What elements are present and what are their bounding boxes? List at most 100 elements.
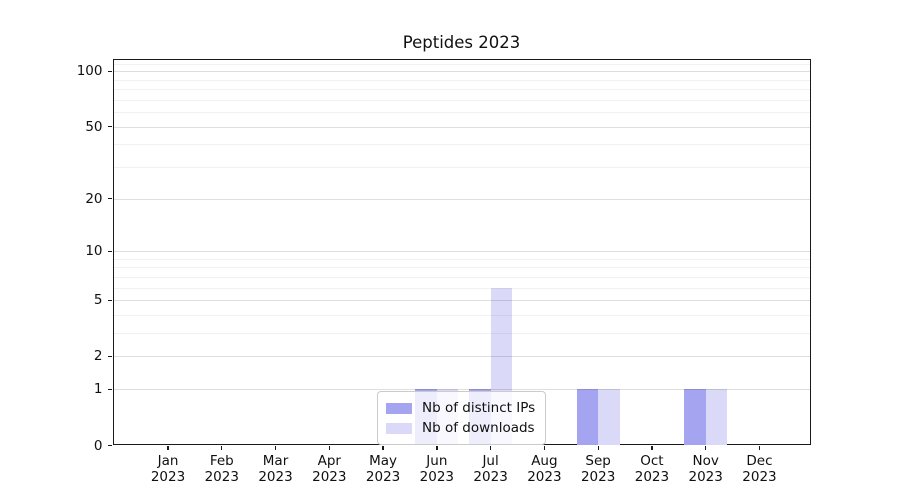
gridline-minor-8	[113, 267, 810, 269]
legend-label-downloads: Nb of downloads	[422, 420, 535, 436]
chart-title: Peptides 2023	[402, 33, 521, 52]
y-tick-mark-100	[107, 70, 112, 73]
y-tick-mark-2	[107, 355, 112, 358]
x-tick-label-jul: Jul 2023	[459, 453, 523, 486]
gridline-major-100	[113, 71, 810, 73]
x-tick-mark-may	[382, 445, 384, 450]
x-tick-year-nov: 2023	[688, 469, 723, 485]
gridline-major-50	[113, 126, 810, 128]
x-tick-mark-oct	[651, 445, 653, 450]
x-tick-month-apr: Apr	[317, 452, 341, 469]
x-tick-label-nov: Nov 2023	[674, 453, 738, 486]
gridline-minor-110	[113, 63, 810, 65]
x-tick-year-jun: 2023	[419, 469, 455, 485]
plot-area: 0 1 2 5 10 20 50 100 Jan 2023 Feb 2023 Mar 2023 Apr 202…	[77, 59, 811, 485]
x-tick-month-mar: Mar	[262, 452, 289, 469]
y-tick-label-100: 100	[76, 63, 103, 80]
x-tick-label-jan: Jan 2023	[136, 453, 200, 486]
gridline-minor-30	[113, 167, 810, 168]
y-tick-mark-5	[107, 299, 112, 301]
x-tick-label-sep: Sep 2023	[566, 453, 630, 486]
x-tick-mark-apr	[328, 445, 330, 450]
gridline-minor-3	[113, 333, 810, 335]
legend-swatch-distinct-ips-icon	[386, 402, 412, 414]
gridline-minor-60	[113, 112, 810, 114]
gridline-minor-70	[113, 99, 810, 101]
gridline-minor-40	[113, 144, 810, 146]
bar-distinct-ips-sep	[576, 389, 599, 446]
y-tick-label-10: 10	[85, 243, 103, 260]
x-tick-month-jul: Jul	[482, 452, 499, 469]
x-tick-mark-feb	[221, 445, 223, 450]
legend-item-downloads: Nb of downloads	[386, 418, 535, 438]
x-tick-month-aug: Aug	[531, 452, 558, 469]
x-tick-month-oct: Oct	[640, 452, 664, 469]
gridline-major-2	[113, 356, 810, 358]
y-tick-label-50: 50	[85, 118, 103, 135]
bar-downloads-nov	[705, 389, 728, 446]
y-tick-mark-1	[107, 388, 112, 391]
gridline-minor-7	[113, 276, 810, 278]
gridline-major-10	[113, 251, 810, 253]
legend-label-distinct-ips: Nb of distinct IPs	[422, 400, 536, 416]
x-tick-month-feb: Feb	[209, 452, 234, 469]
gridline-minor-4	[113, 314, 810, 316]
x-tick-mark-jan	[167, 445, 169, 450]
x-tick-label-oct: Oct 2023	[620, 453, 684, 486]
legend-swatch-downloads-icon	[386, 422, 412, 434]
x-tick-label-dec: Dec 2023	[727, 453, 791, 486]
x-tick-year-jan: 2023	[150, 469, 186, 485]
y-tick-label-2: 2	[93, 348, 103, 365]
y-tick-mark-0	[107, 445, 112, 447]
gridline-minor-80	[113, 89, 810, 91]
x-tick-label-apr: Apr 2023	[297, 453, 361, 486]
x-tick-month-may: May	[369, 452, 398, 469]
grid-layer	[113, 60, 810, 444]
legend-item-distinct-ips: Nb of distinct IPs	[386, 398, 535, 418]
x-tick-mark-jun	[436, 445, 438, 450]
x-tick-mark-dec	[758, 445, 761, 450]
x-tick-year-dec: 2023	[742, 469, 777, 485]
y-tick-label-0: 0	[93, 437, 103, 454]
y-tick-mark-10	[107, 250, 112, 252]
x-tick-year-aug: 2023	[527, 469, 562, 485]
x-tick-year-sep: 2023	[580, 469, 616, 485]
x-tick-mark-mar	[274, 445, 277, 450]
y-tick-mark-20	[107, 198, 112, 200]
x-tick-mark-sep	[597, 445, 599, 450]
x-tick-year-mar: 2023	[258, 469, 293, 485]
x-tick-label-mar: Mar 2023	[244, 453, 308, 486]
x-tick-year-jul: 2023	[473, 469, 508, 485]
gridline-minor-90	[113, 79, 810, 81]
gridline-major-1	[113, 389, 810, 391]
y-tick-mark-50	[107, 126, 112, 128]
x-tick-label-may: May 2023	[351, 453, 415, 486]
x-tick-year-feb: 2023	[204, 469, 239, 485]
y-tick-label-20: 20	[85, 190, 103, 207]
x-tick-year-apr: 2023	[312, 469, 347, 485]
x-tick-year-may: 2023	[365, 469, 401, 485]
x-tick-month-sep: Sep	[585, 452, 611, 469]
x-tick-month-jan: Jan	[157, 452, 179, 469]
x-tick-year-oct: 2023	[634, 469, 670, 485]
gridline-minor-6	[113, 287, 810, 289]
x-tick-mark-aug	[543, 445, 546, 450]
x-tick-mark-nov	[705, 445, 707, 450]
x-tick-month-jun: Jun	[426, 452, 448, 469]
gridline-major-20	[113, 198, 810, 200]
x-tick-label-jun: Jun 2023	[405, 453, 469, 486]
y-tick-label-1: 1	[93, 381, 103, 398]
bar-downloads-sep	[598, 389, 620, 446]
x-tick-mark-jul	[490, 445, 492, 450]
gridline-major-5	[113, 300, 810, 302]
gridline-minor-9	[113, 258, 810, 260]
x-tick-label-feb: Feb 2023	[190, 453, 254, 486]
y-tick-label-5: 5	[93, 292, 103, 309]
legend: Nb of distinct IPs Nb of downloads	[377, 391, 547, 445]
x-tick-label-aug: Aug 2023	[512, 453, 576, 486]
x-tick-month-nov: Nov	[692, 452, 719, 469]
bar-distinct-ips-nov	[684, 389, 706, 446]
axis-ticks-layer: 0 1 2 5 10 20 50 100 Jan 2023 Feb 2023 Mar 2023 Apr 202…	[77, 60, 811, 485]
x-tick-month-dec: Dec	[746, 452, 773, 469]
